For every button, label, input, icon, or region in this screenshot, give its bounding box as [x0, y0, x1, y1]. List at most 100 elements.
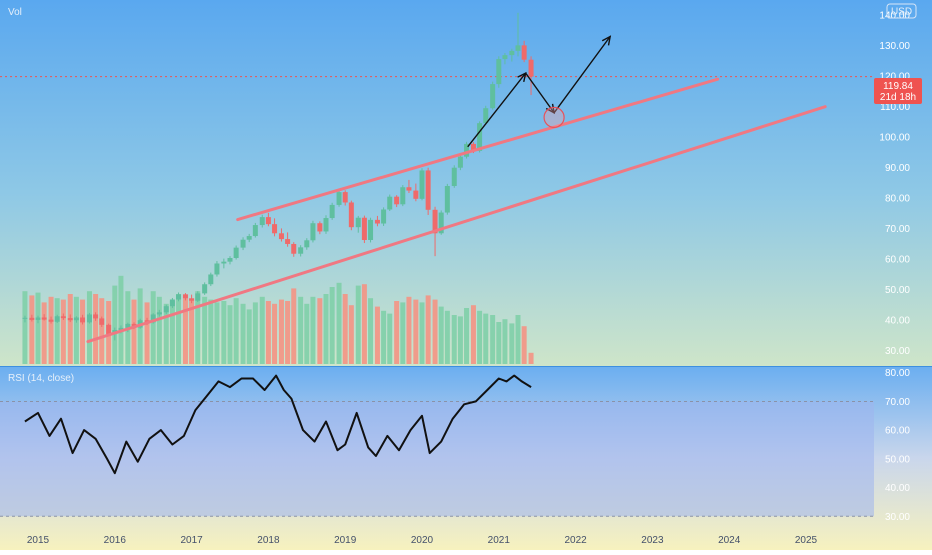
volume-bar: [29, 295, 35, 364]
volume-bar: [310, 296, 316, 364]
candle: [483, 105, 489, 125]
time-axis-tick: 2018: [257, 535, 280, 546]
candle-body: [285, 239, 291, 244]
candle-body: [368, 219, 374, 240]
price-axis-tick: 130.00: [879, 41, 910, 52]
volume-bar: [464, 308, 470, 364]
time-axis[interactable]: 2015 2016 2017 2018 2019 2020 2021 2022 2023 2024…: [27, 535, 818, 546]
volume-bar: [323, 294, 329, 364]
rsi-axis-tick: 50.00: [885, 454, 910, 465]
candle-body: [182, 294, 188, 299]
candle: [259, 214, 265, 228]
volume-bar: [221, 301, 227, 364]
candle-body: [118, 327, 124, 330]
candle: [387, 194, 393, 212]
volume-bars: [22, 275, 534, 364]
volume-bar: [457, 316, 463, 364]
candle: [202, 282, 208, 295]
candle: [509, 48, 515, 62]
candle-body: [387, 196, 393, 210]
volume-bar: [502, 319, 508, 364]
volume-bar: [336, 282, 342, 364]
candle-body: [496, 59, 502, 85]
rsi-line: [24, 374, 532, 475]
candle-body: [54, 316, 60, 322]
candle: [214, 261, 220, 277]
candle-body: [451, 167, 457, 186]
volume-bar: [490, 315, 496, 364]
candle-body: [502, 55, 508, 60]
volume-bar: [317, 298, 323, 364]
candle: [285, 232, 291, 247]
candle-body: [176, 294, 182, 300]
candle-body: [342, 192, 348, 203]
volume-bar: [355, 285, 361, 364]
candle: [233, 245, 239, 260]
currency-badge-frame[interactable]: [886, 3, 917, 19]
rsi-axis[interactable]: 80.00 70.00 60.00 50.00 40.00 30.00: [885, 368, 910, 523]
volume-bar: [86, 291, 92, 364]
volume-bar: [54, 298, 60, 364]
channel-lower-trendline: [86, 105, 827, 344]
volume-bar: [22, 291, 28, 364]
candle-body: [323, 218, 329, 232]
volume-bar: [483, 313, 489, 364]
volume-bar: [233, 298, 239, 364]
volume-bar: [163, 303, 169, 364]
rsi-axis-tick: 80.00: [885, 368, 910, 379]
candle: [355, 215, 361, 233]
candle-body: [73, 317, 79, 321]
candle-body: [317, 223, 323, 232]
time-axis-tick: 2022: [564, 535, 587, 546]
volume-bar: [99, 298, 105, 364]
volume-bar: [381, 310, 387, 364]
rsi-legend-label[interactable]: RSI (14, close): [8, 373, 74, 384]
volume-legend-label[interactable]: Vol: [8, 7, 22, 18]
volume-bar: [182, 298, 188, 364]
target-circle-marker: [543, 106, 565, 128]
volume-bar: [48, 296, 54, 364]
candle: [490, 81, 496, 110]
volume-bar: [374, 306, 380, 364]
candle-body: [35, 317, 41, 320]
price-axis-tick: 90.00: [885, 163, 910, 174]
volume-bar: [112, 285, 118, 364]
candle-body: [227, 258, 233, 262]
volume-bar: [406, 296, 412, 364]
price-axis-tick: 100.00: [879, 133, 910, 144]
price-axis[interactable]: 140.00 130.00 120.00 110.00 100.00 90.00 80.00…: [879, 11, 910, 358]
candle-body: [413, 190, 419, 199]
volume-bar: [272, 303, 278, 364]
volume-bar: [528, 352, 534, 364]
candle: [425, 167, 431, 215]
volume-bar: [348, 305, 354, 364]
volume-bar: [189, 299, 195, 364]
candle: [502, 52, 508, 65]
candle-body: [477, 123, 483, 151]
candle: [156, 309, 162, 317]
candle-body: [355, 217, 361, 228]
candle: [221, 258, 227, 269]
rsi-axis-tick: 30.00: [885, 512, 910, 523]
volume-bar: [240, 303, 246, 364]
candle: [29, 314, 35, 322]
projection-arrowhead: [601, 35, 612, 46]
price-axis-tick: 40.00: [885, 316, 910, 327]
candle: [227, 256, 233, 265]
candle: [41, 314, 47, 321]
candle: [73, 316, 79, 323]
candle: [60, 313, 66, 320]
candle-body: [208, 274, 214, 285]
candle-body: [259, 217, 265, 226]
drawing-annotations[interactable]: [86, 35, 827, 344]
candle-body: [22, 317, 28, 319]
candle: [182, 293, 188, 301]
candle: [336, 189, 342, 207]
candle-body: [86, 314, 92, 323]
price-axis-tick: 60.00: [885, 255, 910, 266]
candle-body: [470, 143, 476, 151]
currency-badge[interactable]: USD: [891, 7, 912, 18]
price-axis-tick: 50.00: [885, 285, 910, 296]
candle: [348, 200, 354, 231]
volume-bar: [227, 305, 233, 364]
